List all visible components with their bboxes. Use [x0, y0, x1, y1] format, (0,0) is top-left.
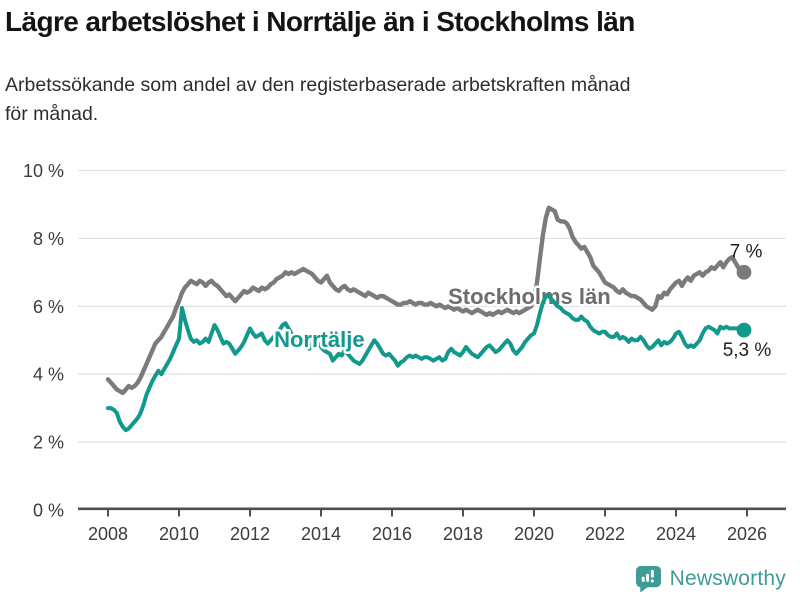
- chart-subtitle: Arbetssökande som andel av den registerb…: [5, 71, 785, 129]
- series-end-value-norrtalje: 5,3 %: [723, 340, 772, 361]
- bar-small: [641, 576, 645, 582]
- y-tick-label-6pct: 6 %: [33, 297, 64, 317]
- exclamation-bar: [650, 569, 654, 578]
- x-tick-label-2018: 2018: [443, 524, 483, 544]
- series-label-stockholms-lan: Stockholms län: [448, 284, 611, 309]
- x-tick-label-2020: 2020: [514, 524, 554, 544]
- series-label-norrtalje: Norrtälje: [274, 327, 364, 352]
- x-tick-label-2016: 2016: [372, 524, 412, 544]
- x-tick-label-2008: 2008: [88, 524, 128, 544]
- x-tick-label-2024: 2024: [656, 524, 696, 544]
- y-tick-label-10pct: 10 %: [23, 161, 64, 181]
- series-line-stockholms-lan: [105, 205, 747, 396]
- exclamation-dot: [650, 579, 654, 583]
- series-end-value-stockholms-lan: 7 %: [730, 241, 763, 262]
- x-tick-label-2026: 2026: [727, 524, 767, 544]
- y-tick-label-2pct: 2 %: [33, 433, 64, 453]
- bar-tall: [645, 573, 649, 582]
- chart-subtitle-line-2: för månad.: [5, 103, 99, 125]
- x-tick-label-2014: 2014: [301, 524, 341, 544]
- y-tick-label-0pct: 0 %: [33, 501, 64, 521]
- series-end-dot-norrtalje: [736, 322, 752, 338]
- chart-subtitle-line-1: Arbetssökande som andel av den registerb…: [5, 74, 631, 96]
- x-tick-label-2012: 2012: [230, 524, 270, 544]
- series-end-dot-stockholms-lan: [736, 264, 752, 280]
- footer-branding: Newsworthy: [635, 565, 786, 593]
- series-line-norrtalje: [106, 294, 746, 433]
- newsworthy-logo-icon: [635, 565, 661, 593]
- x-tick-label-2010: 2010: [159, 524, 199, 544]
- y-tick-label-4pct: 4 %: [33, 365, 64, 385]
- y-tick-label-8pct: 8 %: [33, 229, 64, 249]
- x-tick-label-2022: 2022: [585, 524, 625, 544]
- newsworthy-brand-text: Newsworthy: [669, 567, 786, 590]
- chart-title: Lägre arbetslöshet i Norrtälje än i Stoc…: [5, 6, 635, 37]
